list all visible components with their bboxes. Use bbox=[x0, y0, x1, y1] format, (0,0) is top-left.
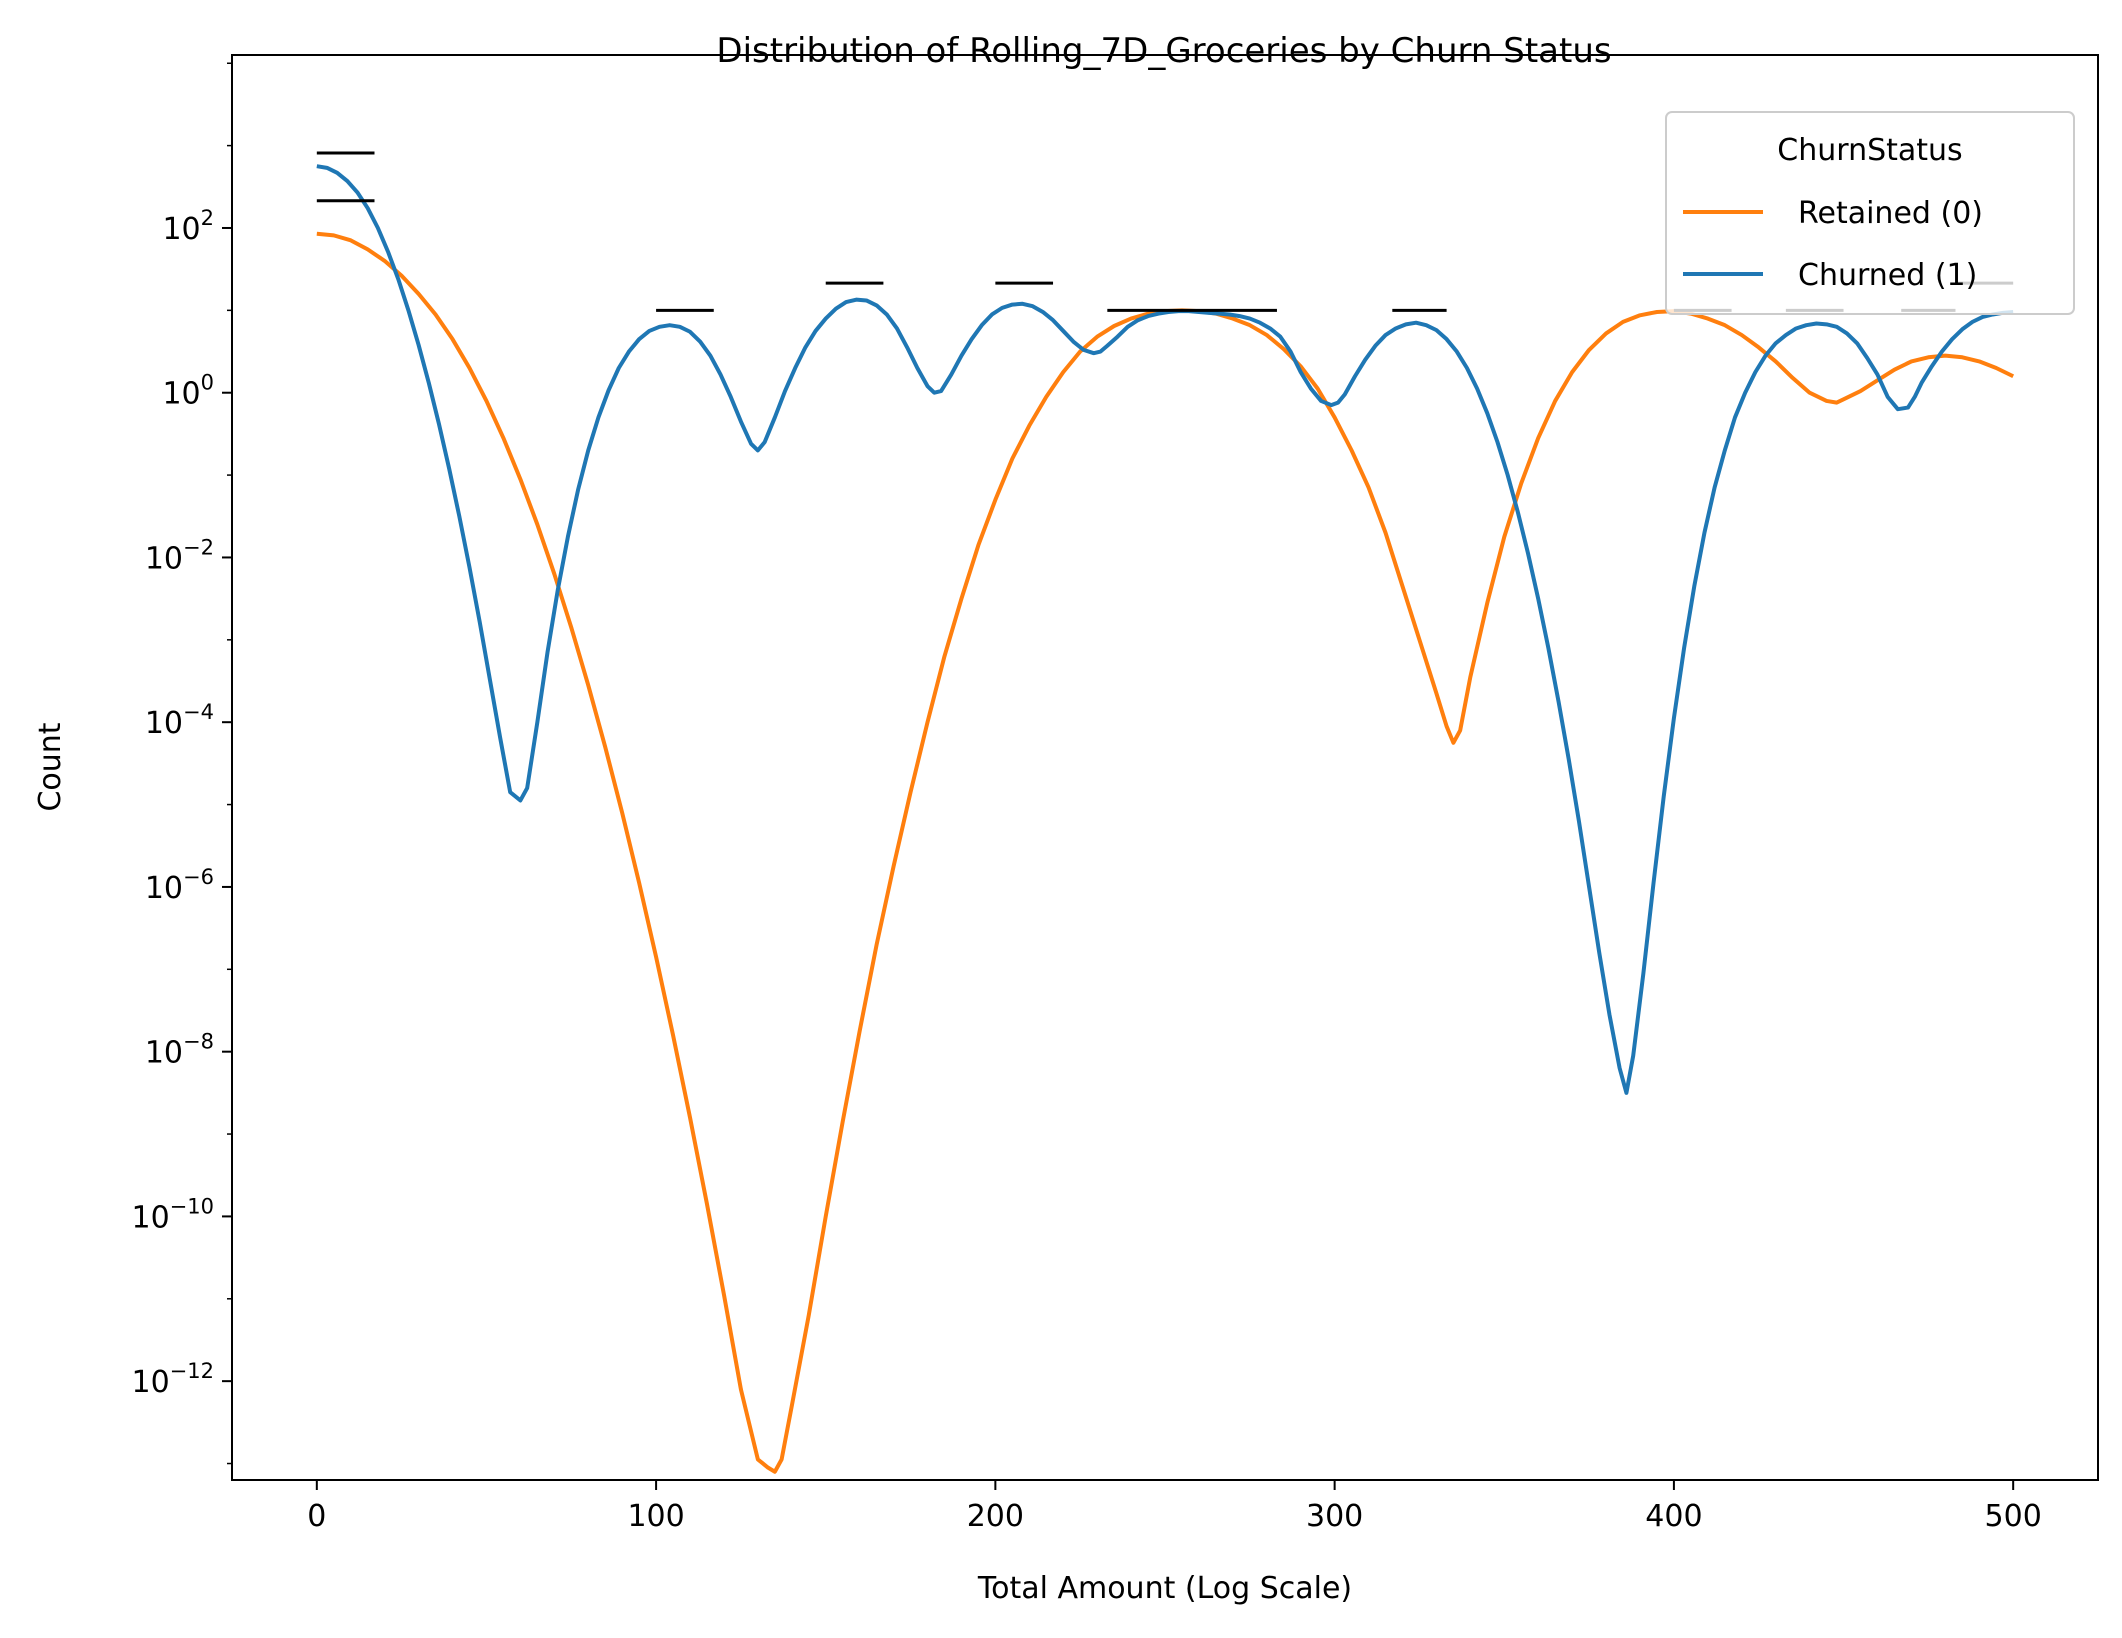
y-tick-label: 10−12 bbox=[131, 1359, 214, 1400]
y-tick-label: 10−4 bbox=[145, 700, 214, 741]
y-axis: 102 100 10−2 10−4 10−6 10−8 10−10 10−12 bbox=[131, 62, 232, 1465]
y-tick-label: 10−8 bbox=[145, 1030, 214, 1071]
legend: ChurnStatus Retained (0) Churned (1) bbox=[1665, 111, 2075, 315]
x-tick-label: 400 bbox=[1645, 1499, 1702, 1534]
axes-frame bbox=[231, 54, 2099, 1481]
y-axis-label: Count bbox=[33, 722, 68, 811]
legend-frame bbox=[1665, 111, 2075, 315]
y-tick-label: 10−6 bbox=[145, 865, 214, 906]
x-tick-label: 500 bbox=[1985, 1499, 2042, 1534]
legend-title: ChurnStatus bbox=[1777, 133, 1962, 168]
x-tick-label: 200 bbox=[967, 1499, 1024, 1534]
x-tick-label: 100 bbox=[627, 1499, 684, 1534]
legend-label-churned: Churned (1) bbox=[1798, 258, 1977, 293]
y-tick-label: 102 bbox=[162, 206, 214, 247]
legend-label-retained: Retained (0) bbox=[1798, 196, 1983, 231]
x-axis-label: Total Amount (Log Scale) bbox=[977, 1571, 1352, 1606]
x-tick-label: 300 bbox=[1306, 1499, 1363, 1534]
y-tick-label: 100 bbox=[162, 371, 214, 412]
y-tick-label: 10−2 bbox=[145, 535, 214, 576]
x-tick-label: 0 bbox=[307, 1499, 326, 1534]
chart-title: Distribution of Rolling_7D_Groceries by … bbox=[716, 31, 1611, 71]
x-axis: 0 100 200 300 400 500 bbox=[307, 1480, 2042, 1534]
y-tick-label: 10−10 bbox=[131, 1194, 214, 1235]
series-line-churned bbox=[316, 164, 2014, 1095]
